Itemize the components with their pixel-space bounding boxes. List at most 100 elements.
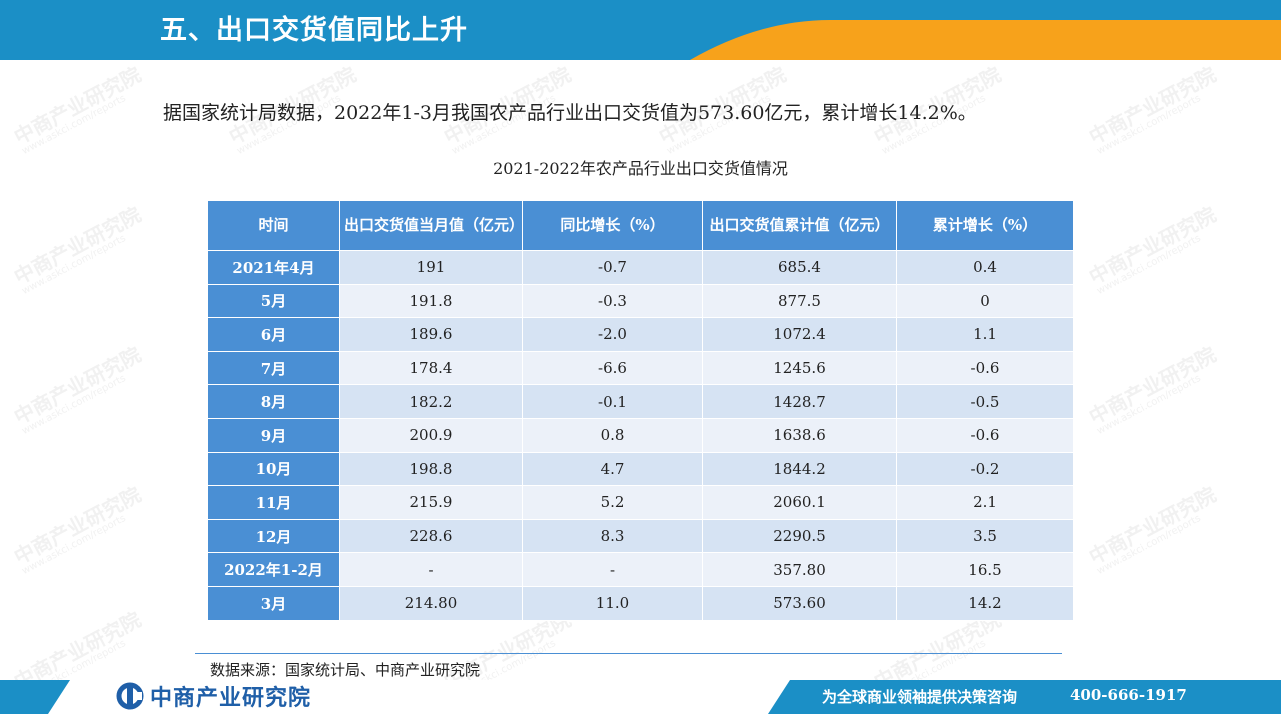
data-source: 数据来源：国家统计局、中商产业研究院 xyxy=(210,661,481,679)
watermark-url: www.askci.com/reports xyxy=(1095,232,1203,298)
watermark-url: www.askci.com/reports xyxy=(1095,372,1203,438)
cell-cumulative-growth: 1.1 xyxy=(896,317,1074,352)
cell-cumulative-growth: -0.2 xyxy=(896,451,1074,487)
cell-time: 12月 xyxy=(207,518,340,554)
table-row: 6月 189.6 -2.0 1072.4 1.1 xyxy=(207,317,1074,352)
cell-yoy-growth: - xyxy=(522,552,703,587)
cell-cumulative-value: 685.4 xyxy=(702,250,897,285)
cell-time: 11月 xyxy=(207,485,340,520)
table-row: 3月 214.80 11.0 573.60 14.2 xyxy=(207,585,1074,621)
table-row: 11月 215.9 5.2 2060.1 2.1 xyxy=(207,485,1074,520)
cell-yoy-growth: -0.1 xyxy=(522,384,703,419)
cell-monthly-value: 191.8 xyxy=(339,283,523,319)
cell-yoy-growth: 0.8 xyxy=(522,417,703,453)
cell-cumulative-growth: 3.5 xyxy=(896,518,1074,554)
table-row: 8月 182.2 -0.1 1428.7 -0.5 xyxy=(207,384,1074,419)
brand-logo-icon xyxy=(116,682,144,710)
cell-monthly-value: 178.4 xyxy=(339,350,523,386)
footer-slogan: 为全球商业领袖提供决策咨询 xyxy=(822,688,1018,706)
cell-cumulative-value: 1072.4 xyxy=(702,317,897,352)
watermark-name: 中商产业研究院 xyxy=(9,62,145,150)
cell-yoy-growth: 4.7 xyxy=(522,451,703,487)
cell-cumulative-growth: 0 xyxy=(896,283,1074,319)
cell-cumulative-value: 1638.6 xyxy=(702,417,897,453)
cell-monthly-value: 182.2 xyxy=(339,384,523,419)
cell-monthly-value: - xyxy=(339,552,523,587)
footer-band: 中商产业研究院 为全球商业领袖提供决策咨询 400-666-1917 xyxy=(0,680,1281,714)
cell-cumulative-growth: 0.4 xyxy=(896,250,1074,285)
cell-yoy-growth: 8.3 xyxy=(522,518,703,554)
cell-cumulative-value: 357.80 xyxy=(702,552,897,587)
cell-yoy-growth: 5.2 xyxy=(522,485,703,520)
watermark-name: 中商产业研究院 xyxy=(1084,202,1220,290)
table-row: 12月 228.6 8.3 2290.5 3.5 xyxy=(207,518,1074,554)
cell-cumulative-value: 1428.7 xyxy=(702,384,897,419)
cell-time: 9月 xyxy=(207,417,340,453)
table-row: 10月 198.8 4.7 1844.2 -0.2 xyxy=(207,451,1074,487)
cell-yoy-growth: -6.6 xyxy=(522,350,703,386)
cell-cumulative-value: 1245.6 xyxy=(702,350,897,386)
table-row: 9月 200.9 0.8 1638.6 -0.6 xyxy=(207,417,1074,453)
cell-monthly-value: 215.9 xyxy=(339,485,523,520)
column-header-time: 时间 xyxy=(207,200,340,251)
watermark-name: 中商产业研究院 xyxy=(9,342,145,430)
cell-cumulative-value: 2060.1 xyxy=(702,485,897,520)
cell-yoy-growth: -2.0 xyxy=(522,317,703,352)
table-body: 2021年4月 191 -0.7 685.4 0.4 5月 191.8 -0.3 877.5 0 6… xyxy=(207,250,1074,621)
cell-time: 2022年1-2月 xyxy=(207,552,340,587)
header-background xyxy=(0,0,1281,60)
watermark-url: www.askci.com/reports xyxy=(20,512,128,578)
brand-name: 中商产业研究院 xyxy=(150,686,312,711)
cell-monthly-value: 214.80 xyxy=(339,585,523,621)
column-header-monthly-value: 出口交货值当月值（亿元） xyxy=(339,200,524,251)
intro-sentence: 据国家统计局数据，2022年1-3月我国农产品行业出口交货值为573.60亿元，… xyxy=(163,102,977,124)
cell-monthly-value: 189.6 xyxy=(339,317,523,352)
header-band: 五、出口交货值同比上升 xyxy=(0,0,1281,60)
cell-monthly-value: 198.8 xyxy=(339,451,523,487)
cell-time: 3月 xyxy=(207,585,340,621)
cell-time: 8月 xyxy=(207,384,340,419)
column-header-yoy-growth: 同比增长（%） xyxy=(522,200,703,251)
table-row: 7月 178.4 -6.6 1245.6 -0.6 xyxy=(207,350,1074,386)
cell-cumulative-growth: 2.1 xyxy=(896,485,1074,520)
cell-yoy-growth: 11.0 xyxy=(522,585,703,621)
cell-cumulative-value: 2290.5 xyxy=(702,518,897,554)
watermark-name: 中商产业研究院 xyxy=(9,202,145,290)
watermark-name: 中商产业研究院 xyxy=(9,482,145,570)
watermark-name: 中商产业研究院 xyxy=(1084,62,1220,150)
cell-cumulative-value: 1844.2 xyxy=(702,451,897,487)
footer-phone: 400-666-1917 xyxy=(1070,686,1187,704)
cell-cumulative-growth: 14.2 xyxy=(896,585,1074,621)
cell-monthly-value: 191 xyxy=(339,250,523,285)
footer-background xyxy=(0,680,1281,714)
watermark-name: 中商产业研究院 xyxy=(1084,342,1220,430)
cell-cumulative-value: 877.5 xyxy=(702,283,897,319)
watermark-url: www.askci.com/reports xyxy=(1095,512,1203,578)
table-caption: 2021-2022年农产品行业出口交货值情况 xyxy=(493,159,788,178)
cell-cumulative-growth: 16.5 xyxy=(896,552,1074,587)
cell-monthly-value: 200.9 xyxy=(339,417,523,453)
table-header-row: 时间 出口交货值当月值（亿元） 同比增长（%） 出口交货值累计值（亿元） 累计增… xyxy=(207,200,1074,251)
table-row: 5月 191.8 -0.3 877.5 0 xyxy=(207,283,1074,319)
table-row: 2021年4月 191 -0.7 685.4 0.4 xyxy=(207,250,1074,285)
cell-yoy-growth: -0.7 xyxy=(522,250,703,285)
cell-time: 5月 xyxy=(207,283,340,319)
cell-cumulative-value: 573.60 xyxy=(702,585,897,621)
cell-time: 6月 xyxy=(207,317,340,352)
cell-time: 10月 xyxy=(207,451,340,487)
page-title: 五、出口交货值同比上升 xyxy=(160,15,468,46)
cell-monthly-value: 228.6 xyxy=(339,518,523,554)
watermark-url: www.askci.com/reports xyxy=(20,372,128,438)
brand-logo: 中商产业研究院 xyxy=(116,681,311,711)
column-header-cumulative-value: 出口交货值累计值（亿元） xyxy=(702,200,897,251)
cell-yoy-growth: -0.3 xyxy=(522,283,703,319)
watermark-url: www.askci.com/reports xyxy=(1095,92,1203,158)
cell-cumulative-growth: -0.6 xyxy=(896,417,1074,453)
